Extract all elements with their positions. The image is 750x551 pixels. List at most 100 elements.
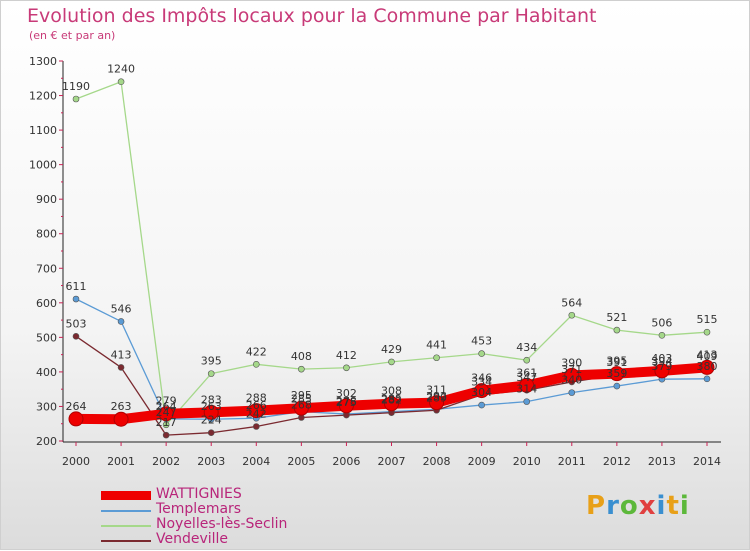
data-label: 611 xyxy=(66,280,87,293)
data-label: 311 xyxy=(426,384,447,397)
y-tick-label: 400 xyxy=(36,366,57,379)
x-tick-label: 2012 xyxy=(603,455,631,468)
data-label: 391 xyxy=(606,356,627,369)
logo-letter: P xyxy=(586,491,607,521)
y-tick-label: 500 xyxy=(36,331,57,344)
data-label: 521 xyxy=(606,311,627,324)
data-label: 371 xyxy=(561,363,582,376)
logo-letter: x xyxy=(638,491,657,521)
logo-letter: i xyxy=(679,491,690,521)
data-point xyxy=(252,423,260,430)
data-point xyxy=(429,395,445,411)
data-point xyxy=(609,366,625,382)
legend-swatch xyxy=(101,525,151,527)
data-point xyxy=(523,398,531,405)
data-point xyxy=(613,326,621,334)
y-tick-label: 1100 xyxy=(29,124,57,137)
data-point xyxy=(117,364,125,371)
data-label: 268 xyxy=(291,399,312,412)
data-label: 361 xyxy=(516,366,537,379)
data-point xyxy=(162,421,170,429)
axes: 200 300 400 500 600 700 800 900 1000 1100 1200 1300… xyxy=(29,55,721,468)
data-label: 295 xyxy=(291,389,312,402)
legend-label: Noyelles-lès-Seclin xyxy=(156,516,288,532)
data-label: 285 xyxy=(291,393,312,406)
x-tick-label: 2000 xyxy=(62,455,90,468)
data-label: 422 xyxy=(246,345,267,358)
x-tick-label: 2005 xyxy=(287,455,315,468)
data-label: 441 xyxy=(426,339,447,352)
data-point xyxy=(433,354,440,362)
data-point xyxy=(388,358,395,366)
y-tick-label: 900 xyxy=(36,193,57,206)
x-tick-label: 2007 xyxy=(378,455,406,468)
data-label: 409 xyxy=(697,350,718,363)
data-label: 546 xyxy=(111,302,132,315)
y-tick-label: 700 xyxy=(36,262,57,275)
data-point xyxy=(568,311,576,319)
data-label: 395 xyxy=(606,355,627,368)
data-point xyxy=(568,389,576,396)
chart-subtitle: (en € et par an) xyxy=(29,29,116,42)
data-label: 408 xyxy=(291,350,312,363)
data-point xyxy=(207,370,215,377)
x-tick-label: 2003 xyxy=(197,455,225,468)
y-tick-label: 1000 xyxy=(29,159,57,172)
data-label: 413 xyxy=(111,348,132,361)
data-label: 403 xyxy=(651,352,672,365)
data-point xyxy=(654,363,670,379)
data-point xyxy=(72,295,80,303)
data-label: 359 xyxy=(606,367,627,380)
data-label: 242 xyxy=(246,407,267,420)
data-point xyxy=(703,375,711,383)
logo-letter: o xyxy=(619,491,639,521)
data-label: 279 xyxy=(156,395,177,408)
data-label: 347 xyxy=(516,371,537,384)
data-label: 275 xyxy=(336,396,357,409)
series-lines xyxy=(75,81,708,436)
data-label: 292 xyxy=(426,390,447,403)
data-point xyxy=(158,406,174,422)
data-point xyxy=(564,367,580,383)
data-label: 395 xyxy=(201,355,222,368)
data-label: 394 xyxy=(651,355,672,368)
data-label: 379 xyxy=(651,360,672,373)
data-point xyxy=(207,429,215,437)
data-label: 380 xyxy=(697,360,718,373)
x-tick-label: 2001 xyxy=(107,455,135,468)
data-label: 217 xyxy=(156,416,177,429)
data-point xyxy=(384,396,399,412)
data-point xyxy=(699,359,715,375)
data-label: 264 xyxy=(156,400,177,413)
data-label: 289 xyxy=(426,391,447,404)
legend-label: Templemars xyxy=(156,501,242,517)
data-label: 266 xyxy=(246,399,267,412)
x-tick-label: 2004 xyxy=(242,455,270,468)
data-labels: 264 263 279 283 288 295 302 308 311 346 361 390 395 4… xyxy=(62,63,718,429)
data-label: 282 xyxy=(381,394,402,407)
y-tick-label: 600 xyxy=(36,297,57,310)
data-point xyxy=(117,318,125,325)
data-label: 334 xyxy=(471,376,492,389)
data-label: 302 xyxy=(336,387,357,400)
x-tick-label: 2013 xyxy=(648,455,676,468)
data-label: 434 xyxy=(516,341,537,354)
data-label: 304 xyxy=(471,386,492,399)
data-label: 390 xyxy=(561,356,582,369)
x-tick-label: 2002 xyxy=(152,455,180,468)
data-label: 515 xyxy=(697,313,718,326)
data-point xyxy=(298,365,305,373)
data-point xyxy=(113,411,129,427)
data-label: 340 xyxy=(561,374,582,387)
proxiti-logo: Proxiti xyxy=(586,491,690,521)
y-tick-label: 1200 xyxy=(29,90,57,103)
legend-swatch xyxy=(101,510,151,512)
y-tick-label: 300 xyxy=(36,400,57,413)
series-points xyxy=(68,78,715,439)
data-label: 263 xyxy=(111,400,132,413)
data-point xyxy=(252,361,260,368)
data-point xyxy=(613,382,621,390)
data-label: 429 xyxy=(381,343,402,356)
data-point xyxy=(658,331,666,339)
